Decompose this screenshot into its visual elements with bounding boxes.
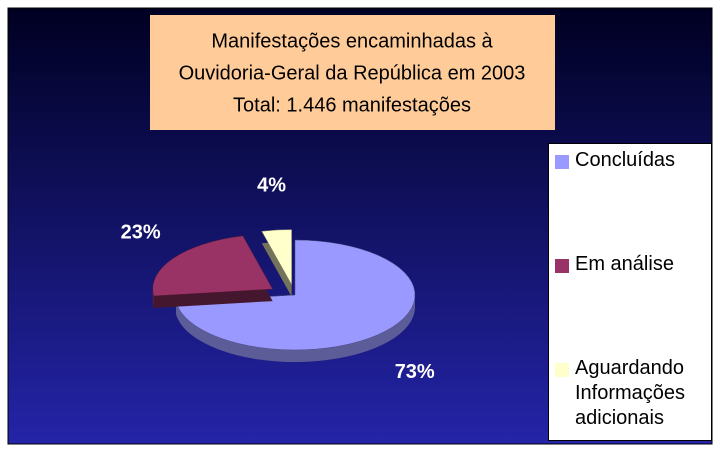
legend-swatch [555, 259, 569, 273]
legend-item: Em análise [555, 252, 705, 277]
legend-label: Concluídas [575, 149, 676, 171]
pie-slice [175, 239, 416, 362]
legend-item: Aguardando Informações adicionais [555, 356, 705, 431]
pie-slice [261, 229, 292, 297]
slice-top [152, 235, 274, 297]
chart-title: Manifestações encaminhadas à [211, 30, 493, 52]
legend-item: Concluídas [555, 148, 705, 173]
slice-top [261, 229, 292, 286]
chart-subtitle: Total: 1.446 manifestações [233, 94, 471, 116]
legend: Concluídas Em análise Aguardando Informaçõ… [548, 143, 712, 441]
slice-top [175, 239, 416, 351]
legend-swatch [555, 155, 569, 169]
pie-slice [152, 235, 274, 308]
slice-side [175, 295, 415, 362]
title-box [150, 15, 555, 130]
legend-label: Em análise [575, 253, 674, 275]
chart-title: Ouvidoria-Geral da República em 2003 [179, 62, 526, 84]
data-label: 4% [257, 175, 286, 197]
data-label: 73% [395, 361, 435, 383]
legend-label: Aguardando Informações adicionais [575, 357, 686, 429]
data-label: 23% [121, 222, 161, 244]
legend-swatch [555, 363, 569, 377]
